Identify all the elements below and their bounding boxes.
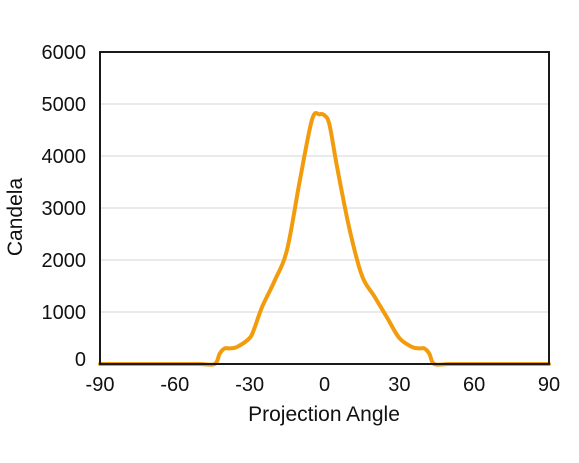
y-tick-label: 5000 [42, 94, 87, 116]
y-tick-label: 1000 [42, 302, 87, 324]
y-tick-label: 2000 [42, 250, 87, 272]
x-tick-label: -90 [86, 374, 115, 396]
y-tick-label: 0 [75, 349, 86, 371]
y-tick-label: 6000 [42, 42, 87, 64]
x-tick-label: 30 [388, 374, 410, 396]
grid-lines [100, 103, 549, 313]
y-axis-label: Candela [4, 178, 27, 257]
plot-area-frame [99, 51, 550, 365]
x-tick-label: -60 [160, 374, 189, 396]
x-tick-label: -30 [235, 374, 264, 396]
y-tick-label: 3000 [42, 198, 87, 220]
x-tick-label: 60 [463, 374, 485, 396]
x-tick-labels: -90 -60 -30 0 30 60 90 [86, 374, 561, 396]
series-line-0 [98, 111, 551, 367]
x-tick-label: 0 [319, 374, 330, 396]
y-tick-labels: 0 1000 2000 3000 4000 5000 6000 [42, 42, 87, 371]
series-lines [98, 111, 551, 367]
y-tick-label: 4000 [42, 146, 87, 168]
x-tick-label: 90 [538, 374, 560, 396]
x-axis-label: Projection Angle [248, 403, 400, 426]
